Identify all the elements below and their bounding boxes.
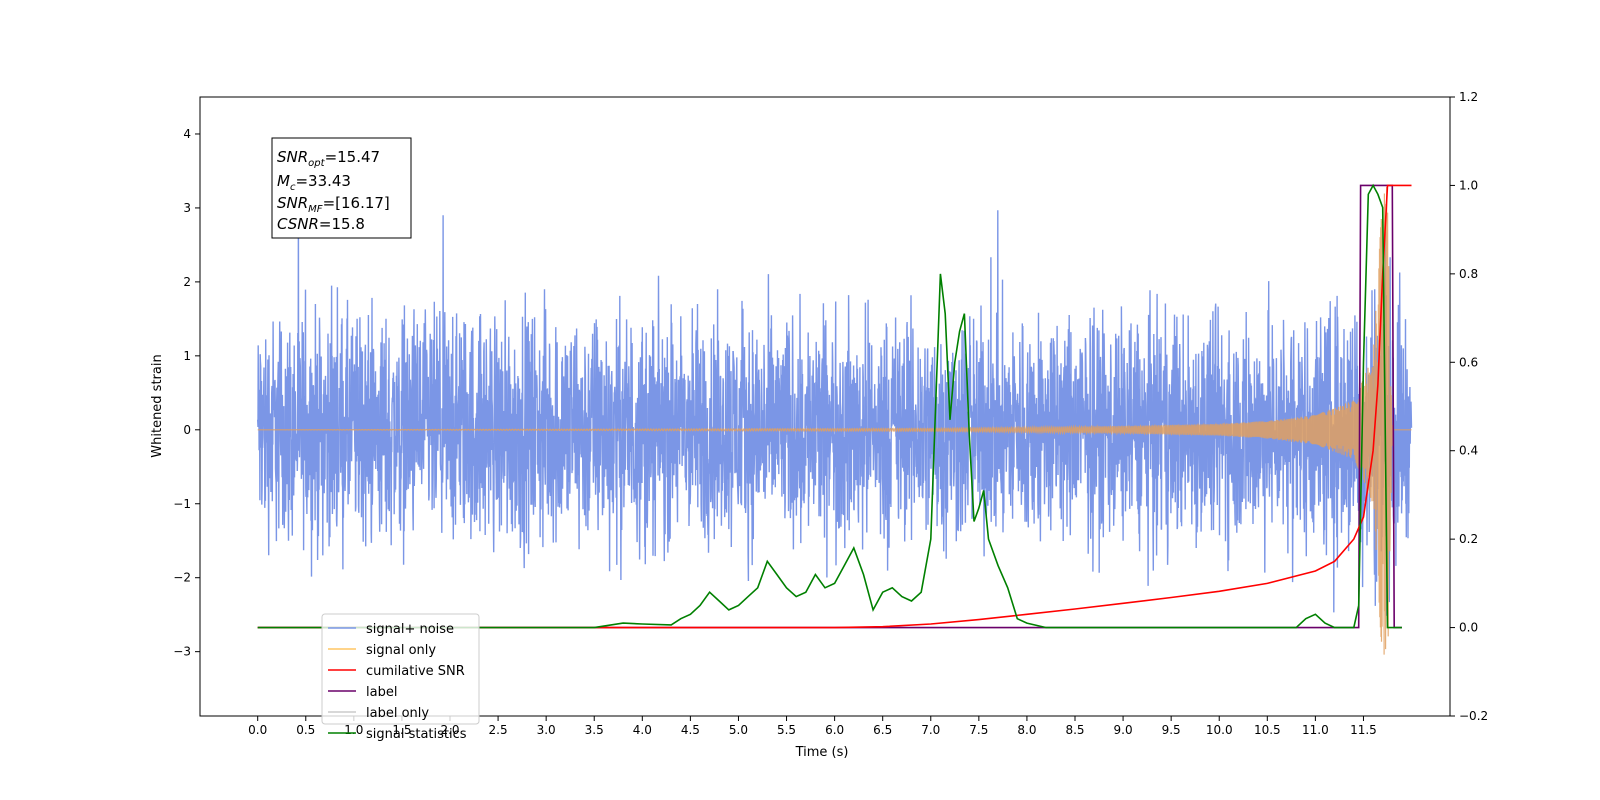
x-tick-label: 2.5 bbox=[489, 723, 508, 737]
y-axis-label: Whitened strain bbox=[150, 354, 165, 457]
plot-frame bbox=[199, 96, 1451, 717]
legend-label: label only bbox=[366, 706, 429, 721]
series-signal-noise-line bbox=[257, 198, 1413, 616]
y2-tick-label: 0.2 bbox=[1459, 532, 1478, 546]
y-tick-label: 3 bbox=[183, 201, 191, 215]
y2-tick-label: 1.0 bbox=[1459, 178, 1478, 192]
x-tick-label: 11.5 bbox=[1350, 723, 1377, 737]
y2-axis-ticks: −0.2 0.0 0.2 0.4 0.6 0.8 1.0 1.2 bbox=[1450, 90, 1488, 723]
x-tick-label: 3.0 bbox=[537, 723, 556, 737]
x-tick-label: 0.0 bbox=[248, 723, 267, 737]
x-axis-ticks: 0.0 0.5 1.0 1.5 2.0 2.5 3.0 3.5 4.0 4.5 5.0 5.5 6.0 6… bbox=[248, 716, 1377, 737]
y-tick-label: 4 bbox=[183, 127, 191, 141]
x-tick-label: 3.5 bbox=[585, 723, 604, 737]
x-axis-label: Time (s) bbox=[795, 745, 849, 760]
legend-label: signal only bbox=[366, 643, 436, 658]
y-tick-label: −1 bbox=[173, 497, 191, 511]
x-tick-label: 8.0 bbox=[1017, 723, 1036, 737]
y-tick-label: 2 bbox=[183, 275, 191, 289]
y2-tick-label: 0.0 bbox=[1459, 621, 1478, 635]
y-tick-label: 1 bbox=[183, 349, 191, 363]
annotation-line-mc: Mc=33.43 bbox=[277, 172, 351, 193]
x-tick-label: 5.0 bbox=[729, 723, 748, 737]
y2-tick-label: −0.2 bbox=[1459, 709, 1488, 723]
legend-label: label bbox=[366, 685, 397, 700]
x-tick-label: 0.5 bbox=[296, 723, 315, 737]
series-cumulative-snr-line bbox=[257, 184, 1412, 629]
annotation-box: SNRopt=15.47 Mc=33.43 SNRMF=[16.17] CSNR… bbox=[271, 137, 412, 239]
annotation-line-snr-mf: SNRMF=[16.17] bbox=[277, 194, 390, 215]
x-tick-label: 9.5 bbox=[1162, 723, 1181, 737]
x-tick-label: 1.5 bbox=[392, 723, 411, 737]
y2-tick-label: 0.4 bbox=[1459, 444, 1478, 458]
y-tick-label: 0 bbox=[183, 423, 191, 437]
y2-tick-label: 0.8 bbox=[1459, 267, 1478, 281]
x-tick-label: 10.5 bbox=[1254, 723, 1281, 737]
legend-label: cumilative SNR bbox=[366, 664, 465, 679]
y-axis-ticks: −3 −2 −1 0 1 2 3 4 bbox=[173, 127, 200, 659]
x-tick-label: 4.5 bbox=[681, 723, 700, 737]
y-tick-label: −2 bbox=[173, 571, 191, 585]
x-tick-label: 6.0 bbox=[825, 723, 844, 737]
annotation-frame bbox=[271, 137, 412, 239]
x-tick-label: 6.5 bbox=[873, 723, 892, 737]
legend-frame bbox=[321, 613, 480, 725]
series-layer bbox=[257, 183, 1413, 655]
x-tick-label: 10.0 bbox=[1206, 723, 1233, 737]
x-tick-label: 11.0 bbox=[1302, 723, 1329, 737]
x-tick-label: 1.0 bbox=[344, 723, 363, 737]
x-tick-label: 8.5 bbox=[1065, 723, 1084, 737]
annotation-line-csnr: CSNR=15.8 bbox=[277, 215, 365, 233]
x-tick-label: 7.0 bbox=[921, 723, 940, 737]
annotation-line-snr-opt: SNRopt=15.47 bbox=[277, 148, 380, 169]
legend: signal+ noise signal only cumilative SNR la… bbox=[321, 613, 480, 742]
x-tick-label: 4.0 bbox=[633, 723, 652, 737]
y-tick-label: −3 bbox=[173, 645, 191, 659]
x-tick-label: 9.0 bbox=[1114, 723, 1133, 737]
series-signal-only-line bbox=[257, 186, 1412, 655]
legend-label: signal+ noise bbox=[366, 622, 454, 637]
y2-tick-label: 0.6 bbox=[1459, 355, 1478, 369]
y2-tick-label: 1.2 bbox=[1459, 90, 1478, 104]
legend-label: signal statistics bbox=[366, 727, 467, 742]
series-signal-statistics-line bbox=[257, 183, 1402, 629]
x-tick-label: 7.5 bbox=[969, 723, 988, 737]
x-tick-label: 2.0 bbox=[440, 723, 459, 737]
x-tick-label: 5.5 bbox=[777, 723, 796, 737]
